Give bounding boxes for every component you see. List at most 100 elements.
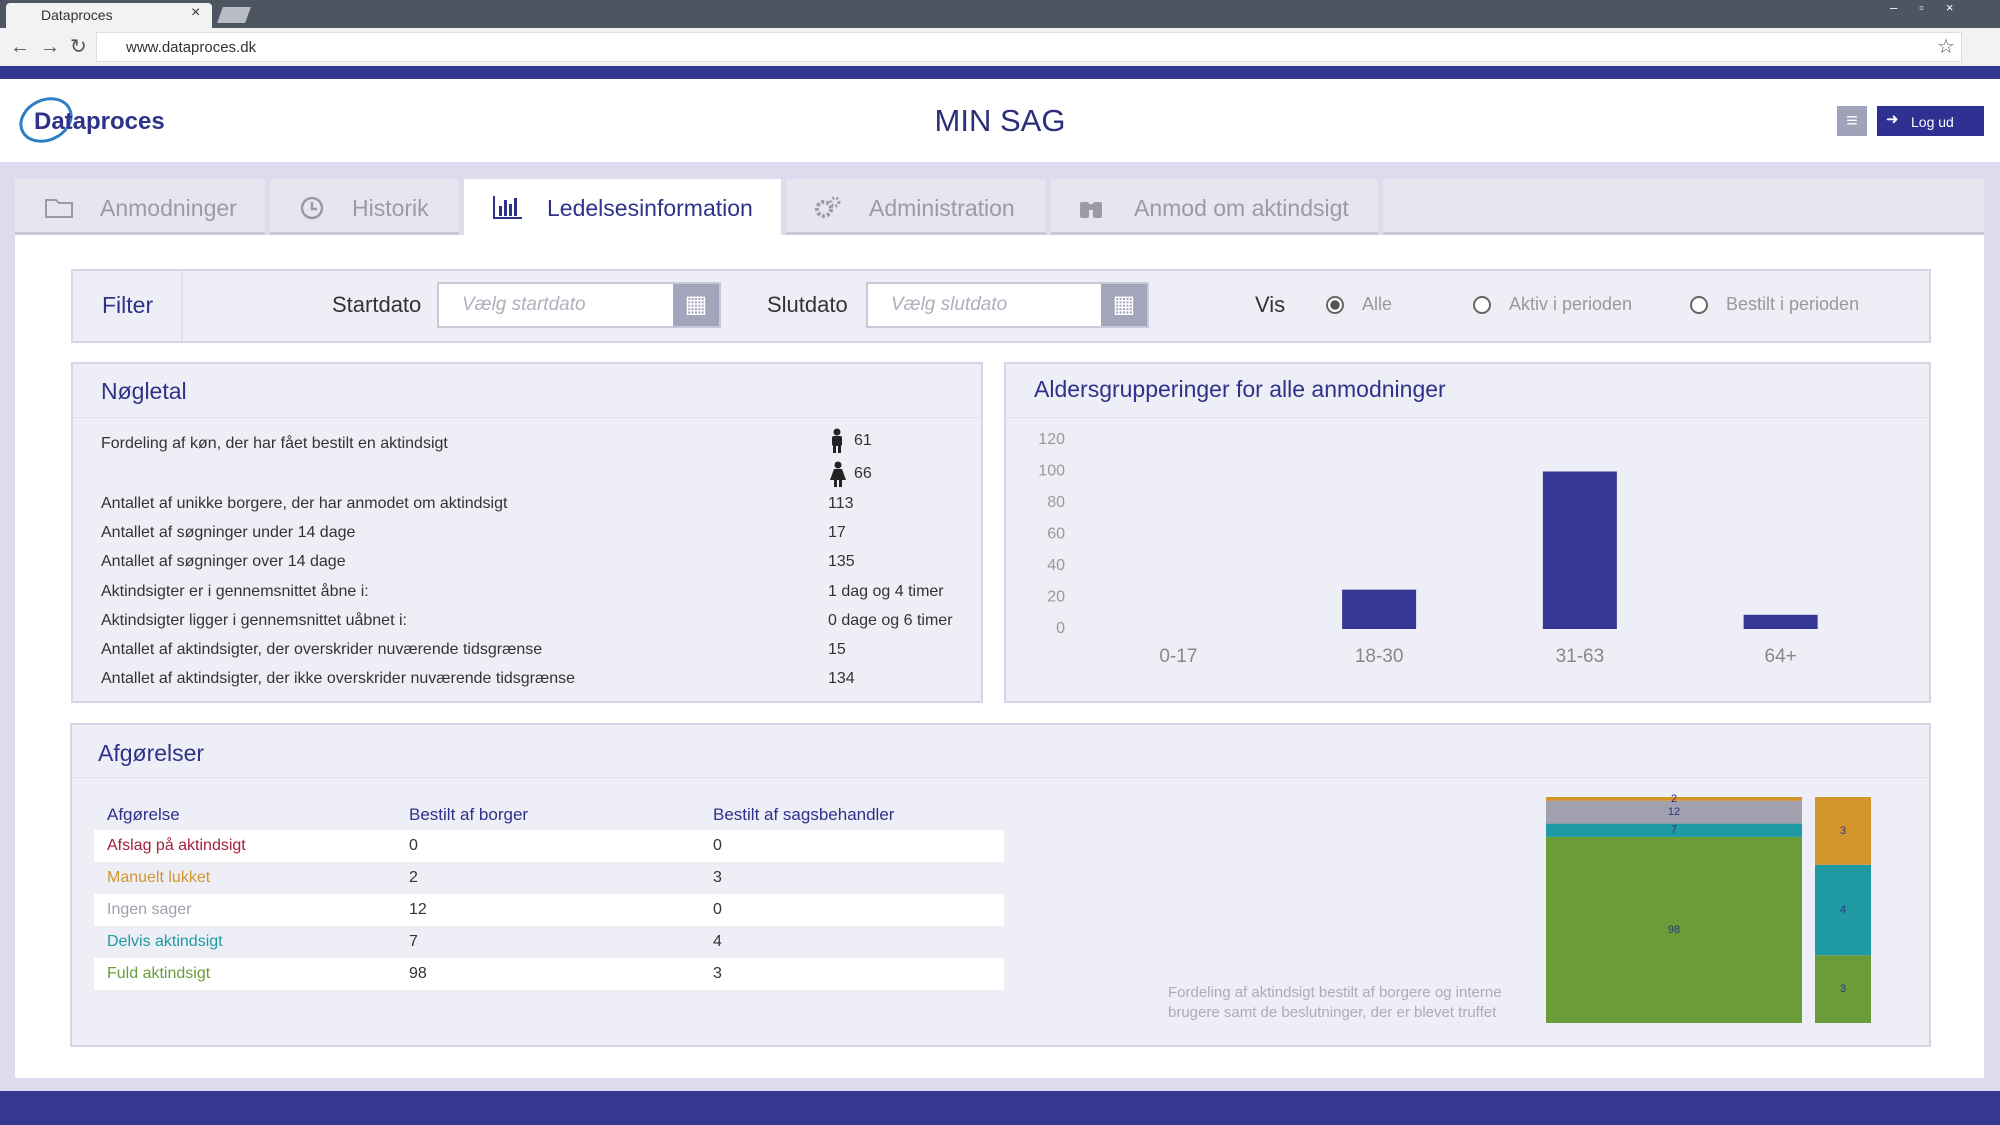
table-row bbox=[94, 830, 1004, 862]
table-cell: Delvis aktindsigt bbox=[107, 933, 223, 950]
end-label: Slutdato bbox=[767, 292, 848, 317]
table-cell: Afslag på aktindsigt bbox=[107, 837, 246, 854]
tab[interactable]: Anmodninger bbox=[15, 179, 265, 235]
logout-button[interactable] bbox=[1877, 106, 1984, 136]
female-icon bbox=[830, 461, 846, 487]
end-calendar[interactable]: ▦ bbox=[1101, 284, 1147, 326]
url-box[interactable] bbox=[96, 32, 1962, 62]
table-cell: 3 bbox=[713, 869, 722, 886]
kv-value: 135 bbox=[828, 553, 855, 571]
new-tab[interactable] bbox=[217, 7, 251, 23]
bookmark-star[interactable]: ☆ bbox=[1937, 36, 1955, 58]
divider bbox=[73, 417, 981, 418]
kv-value: 113 bbox=[828, 495, 854, 512]
nav-buttons[interactable]: ←→↻ bbox=[10, 36, 97, 58]
tab-label: Historik bbox=[352, 195, 429, 221]
tab-icon bbox=[493, 196, 522, 219]
divider bbox=[72, 777, 1929, 778]
table-cell: 7 bbox=[409, 933, 418, 950]
column-header: Afgørelse bbox=[107, 805, 180, 824]
kv-value: 0 dage og 6 timer bbox=[828, 611, 953, 629]
kv-value: 1 dag og 4 timer bbox=[828, 582, 944, 600]
table-row bbox=[94, 894, 1004, 926]
tab-filler bbox=[1383, 179, 1984, 235]
tab-label: Anmod om aktindsigt bbox=[1134, 195, 1349, 221]
start-calendar[interactable]: ▦ bbox=[673, 284, 719, 326]
tab-label: Anmodninger bbox=[100, 195, 237, 221]
table-cell: 2 bbox=[409, 869, 418, 886]
accent-strip bbox=[0, 66, 2000, 79]
mosaic-caption: Fordeling af aktindsigt bestilt af borge… bbox=[1168, 984, 1502, 1021]
table-cell: 98 bbox=[409, 965, 427, 982]
end-placeholder: Vælg slutdato bbox=[891, 294, 1008, 315]
table-row bbox=[94, 862, 1004, 894]
table-cell: 0 bbox=[409, 837, 418, 854]
table-cell: 0 bbox=[713, 901, 722, 918]
tab-icon bbox=[1080, 202, 1102, 218]
tab[interactable]: Historik bbox=[270, 179, 459, 235]
start-label: Startdato bbox=[332, 292, 422, 317]
kv-value: 17 bbox=[828, 524, 846, 542]
kv-value: 134 bbox=[828, 670, 855, 688]
kv-value: 15 bbox=[828, 641, 846, 658]
kv-label: Aktindsigter ligger i gennemsnittet uåbn… bbox=[101, 611, 407, 629]
vis-label: Vis bbox=[1255, 292, 1286, 317]
table-cell: 0 bbox=[713, 837, 722, 854]
column-header: Bestilt af borger bbox=[409, 805, 529, 824]
kv-label: Antallet af unikke borgere, der har anmo… bbox=[101, 495, 508, 512]
filter-separator bbox=[181, 271, 183, 341]
female-count: 66 bbox=[854, 465, 872, 482]
kv-label: Antallet af søgninger over 14 dage bbox=[101, 553, 346, 571]
page-title: MIN SAG bbox=[934, 103, 1066, 138]
footer-bar bbox=[0, 1091, 2000, 1125]
table-cell: 4 bbox=[713, 933, 722, 950]
radio-label: Alle bbox=[1362, 294, 1393, 314]
window-controls[interactable]: –▫× bbox=[1890, 0, 1976, 15]
filter-box bbox=[71, 269, 1931, 343]
kv-label: Antallet af aktindsigter, der ikke overs… bbox=[101, 670, 576, 688]
table-cell: 12 bbox=[409, 901, 427, 918]
table-cell: Fuld aktindsigt bbox=[107, 965, 211, 982]
header bbox=[0, 79, 2000, 162]
male-icon bbox=[832, 428, 842, 453]
kv-label: Antallet af søgninger under 14 dage bbox=[101, 524, 356, 542]
radio[interactable] bbox=[1326, 296, 1344, 314]
kv-label: Aktindsigter er i gennemsnittet åbne i: bbox=[101, 582, 369, 600]
browser-tab[interactable] bbox=[6, 3, 212, 28]
divider bbox=[1006, 417, 1929, 418]
start-placeholder: Vælg startdato bbox=[462, 294, 586, 315]
browser-tab-title: Dataproces bbox=[41, 7, 113, 23]
radio[interactable] bbox=[1473, 296, 1491, 314]
logout-label: Log ud bbox=[1911, 114, 1954, 130]
logo-swoosh bbox=[19, 97, 73, 143]
menu-button[interactable]: ≡ bbox=[1837, 106, 1867, 136]
tab-label: Ledelsesinformation bbox=[547, 195, 753, 221]
table-row bbox=[94, 926, 1004, 958]
noegletal-box bbox=[71, 362, 983, 703]
tab-label: Administration bbox=[869, 195, 1015, 221]
table-row bbox=[94, 958, 1004, 990]
tab-icon bbox=[300, 196, 324, 220]
afgoerelser-title: Afgørelser bbox=[98, 740, 205, 766]
column-header: Bestilt af sagsbehandler bbox=[713, 805, 895, 824]
logo-text[interactable]: Dataproces bbox=[34, 108, 165, 135]
url-text: www.dataproces.dk bbox=[126, 39, 257, 56]
tab-icon bbox=[45, 199, 73, 218]
noegletal-title: Nøgletal bbox=[101, 378, 187, 404]
logout-icon: ➜ bbox=[1886, 111, 1899, 128]
table-cell: Ingen sager bbox=[107, 901, 192, 918]
table-cell: Manuelt lukket bbox=[107, 869, 211, 886]
radio-label: Aktiv i perioden bbox=[1509, 294, 1633, 314]
male-count: 61 bbox=[854, 432, 872, 449]
filter-title: Filter bbox=[102, 292, 154, 318]
tab-close[interactable]: × bbox=[191, 4, 201, 21]
table-cell: 3 bbox=[713, 965, 722, 982]
age-chart-box bbox=[1004, 362, 1931, 703]
tab[interactable]: Administration bbox=[786, 179, 1046, 235]
tab[interactable]: Anmod om aktindsigt bbox=[1051, 179, 1378, 235]
radio-label: Bestilt i perioden bbox=[1726, 294, 1860, 314]
browser-tabbar bbox=[0, 0, 2000, 28]
tab-active[interactable]: Ledelsesinformation bbox=[464, 179, 781, 235]
radio[interactable] bbox=[1690, 296, 1708, 314]
